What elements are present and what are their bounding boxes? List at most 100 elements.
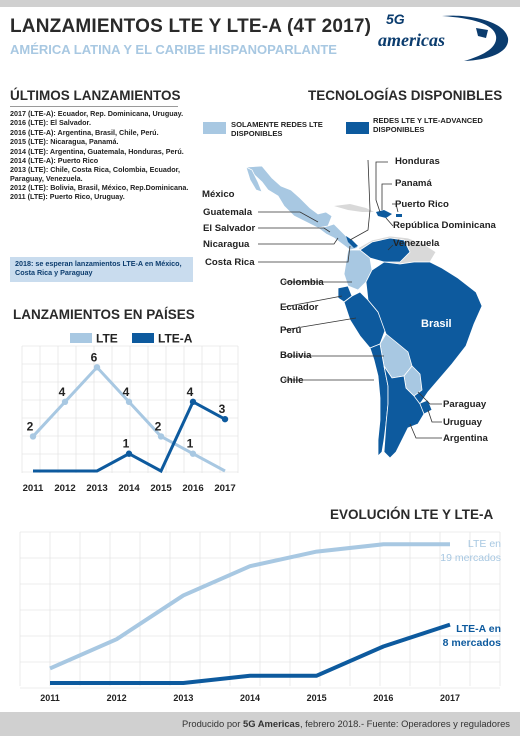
- legend-swatch-lte: [70, 333, 92, 343]
- x-tick-label: 2017: [214, 483, 235, 494]
- chart2-title: EVOLUCIÓN LTE Y LTE-A: [330, 507, 494, 522]
- x-tick-label: 2015: [307, 693, 327, 703]
- map-label-puerto-rico: Puerto Rico: [395, 199, 449, 210]
- map-baja: [245, 166, 263, 193]
- data-label: 2: [155, 419, 162, 433]
- launch-list: 2017 (LTE-A): Ecuador, Rep. Dominicana, …: [10, 109, 190, 203]
- list-item: 2013 (LTE): Chile, Costa Rica, Colombia,…: [10, 165, 181, 183]
- x-tick-label: 2012: [54, 483, 75, 494]
- x-tick-label: 2014: [240, 693, 260, 703]
- map-label-brasil: Brasil: [421, 318, 452, 330]
- series-end-label: LTE en: [468, 538, 501, 550]
- launches-line-chart: LTE LTE-A 2 4 6 4 2 1 1 4 3 2011 2012 2013 2014 2015 201…: [21, 332, 239, 494]
- map-label-argentina: Argentina: [443, 433, 488, 444]
- footer-prefix: Producido por: [182, 718, 243, 729]
- chart1-title: LANZAMIENTOS EN PAÍSES: [13, 307, 195, 322]
- legend-label-lte: LTE: [96, 332, 118, 346]
- list-item: 2014 (LTE): Argentina, Guatemala, Hondur…: [10, 146, 184, 156]
- map-label-rep-dominicana: República Dominicana: [393, 220, 496, 231]
- logo-5g-text: 5G: [386, 11, 405, 27]
- page-title: LANZAMIENTOS LTE Y LTE-A (4T 2017): [10, 16, 372, 37]
- list-item: 2016 (LTE-A): Argentina, Brasil, Chile, …: [10, 127, 159, 137]
- map-label-nicaragua: Nicaragua: [203, 239, 250, 250]
- data-point: [125, 450, 133, 457]
- x-tick-label: 2013: [86, 483, 107, 494]
- data-label: 4: [59, 385, 66, 399]
- map-label-guatemala: Guatemala: [203, 207, 253, 218]
- data-point: [29, 433, 37, 440]
- list-item: 2011 (LTE): Puerto Rico, Uruguay.: [10, 192, 125, 202]
- data-point: [93, 364, 101, 371]
- map-label-honduras: Honduras: [395, 156, 440, 167]
- series-line-lte: [49, 542, 450, 671]
- data-point: [221, 415, 229, 423]
- footer-brand: 5G Americas: [242, 718, 300, 729]
- map-cuba: [334, 204, 374, 212]
- series-line-lte-a: [50, 622, 451, 685]
- data-label: 1: [187, 437, 194, 451]
- list-item: 2014 (LTE-A): Puerto Rico: [10, 155, 99, 165]
- legend-label-lte-a: REDES LTE Y LTE-ADVANCED DISPONIBLES: [373, 116, 483, 134]
- technologies-heading: TECNOLOGÍAS DISPONIBLES: [308, 88, 503, 103]
- footer-bar: [0, 712, 520, 736]
- legend-swatch-lte-a: [132, 333, 154, 343]
- map-label-panama: Panamá: [395, 178, 432, 189]
- map-label-venezuela: Venezuela: [393, 238, 440, 249]
- data-point: [125, 398, 133, 406]
- list-item: 2012 (LTE): Bolivia, Brasil, México, Rep…: [10, 182, 189, 192]
- data-label: 4: [187, 385, 194, 399]
- x-tick-label: 2016: [182, 483, 203, 494]
- launches-divider: [10, 106, 178, 107]
- list-item: 2017 (LTE-A): Ecuador, Rep. Dominicana, …: [10, 109, 184, 118]
- map-label-ecuador: Ecuador: [280, 302, 319, 313]
- map-label-peru: Perú: [280, 325, 302, 336]
- map-label-mexico: México: [202, 189, 235, 200]
- series-end-label: 8 mercados: [443, 637, 502, 649]
- x-tick-label: 2014: [118, 483, 140, 494]
- map-panama-dark: [346, 236, 358, 248]
- data-label: 1: [123, 437, 130, 451]
- legend-swatch-lte: [203, 122, 226, 134]
- map-puerto-rico: [396, 214, 402, 217]
- map-label-bolivia: Bolivia: [280, 350, 312, 361]
- globe-logo-icon: [442, 15, 509, 61]
- x-tick-label: 2015: [150, 483, 172, 494]
- x-tick-label: 2013: [173, 693, 193, 703]
- map-venezuela: [359, 237, 411, 263]
- map-label-chile: Chile: [280, 375, 304, 386]
- map-argentina: [383, 365, 425, 459]
- data-label: 3: [219, 402, 226, 416]
- map-label-uruguay: Uruguay: [443, 417, 482, 428]
- data-point: [61, 398, 69, 406]
- list-item: 2015 (LTE): Nicaragua, Panamá.: [10, 137, 119, 147]
- list-item: 2016 (LTE): El Salvador.: [10, 118, 91, 128]
- map-label-el-salvador: El Salvador: [203, 223, 256, 234]
- map-hispaniola: [376, 210, 392, 218]
- logo-americas-text: americas: [378, 30, 445, 50]
- data-point: [189, 450, 197, 457]
- x-tick-label: 2011: [40, 693, 60, 703]
- legend-label-lte: SOLAMENTE REDES LTE DISPONIBLES: [231, 120, 323, 138]
- map-mexico: [245, 165, 333, 229]
- data-point: [157, 433, 165, 440]
- legend-swatch-lte-a: [346, 122, 369, 134]
- x-tick-label: 2012: [107, 693, 127, 703]
- x-tick-label: 2011: [23, 483, 44, 494]
- forecast-note: 2018: se esperan lanzamientos LTE-A en M…: [10, 257, 193, 282]
- footer-suffix: , febrero 2018.- Fuente: Operadores y re…: [299, 718, 510, 729]
- series-end-label: LTE-A en: [456, 623, 501, 635]
- series-end-label: 19 mercados: [440, 552, 501, 564]
- map-brasil: [365, 261, 483, 405]
- x-tick-label: 2017: [440, 693, 460, 703]
- data-label: 4: [123, 385, 130, 399]
- latin-america-map: [245, 159, 483, 459]
- footer-credit: Producido por 5G Americas, febrero 2018.…: [0, 718, 520, 729]
- map-colombia: [343, 249, 373, 291]
- map-label-costa-rica: Costa Rica: [205, 257, 255, 268]
- page-subtitle: AMÉRICA LATINA Y EL CARIBE HISPANOPARLAN…: [10, 42, 337, 57]
- x-tick-label: 2016: [373, 693, 393, 703]
- map-label-colombia: Colombia: [280, 277, 324, 288]
- evolution-line-chart: LTE en 19 mercados LTE-A en 8 mercados 2011 2…: [19, 531, 502, 703]
- data-label: 6: [91, 350, 98, 364]
- launches-heading: ÚLTIMOS LANZAMIENTOS: [10, 88, 181, 103]
